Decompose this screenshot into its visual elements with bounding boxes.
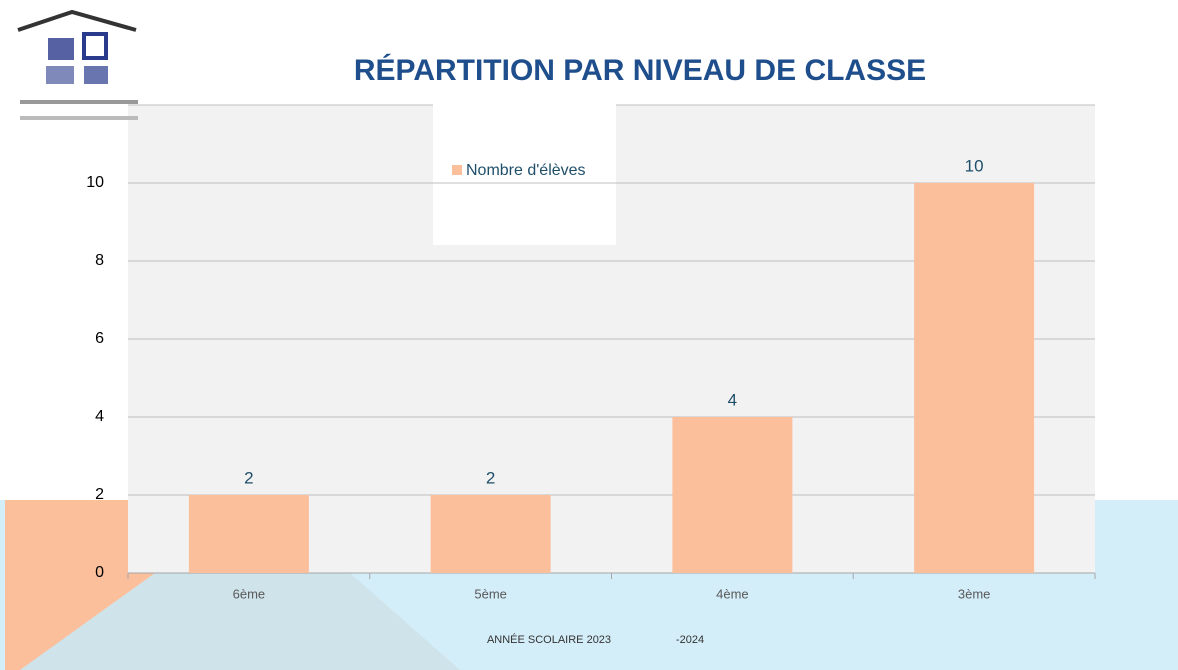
value-label: 2: [244, 468, 253, 487]
y-tick-label: 2: [95, 486, 104, 503]
x-tick-label: 4ème: [716, 586, 749, 601]
y-tick-label: 6: [95, 330, 104, 347]
bar: [430, 495, 551, 573]
footer: -2024: [676, 634, 704, 646]
y-tick-label: 10: [86, 174, 104, 191]
logo: [17, 9, 138, 120]
x-tick-label: 5ème: [474, 586, 507, 601]
value-label: 2: [486, 468, 495, 487]
y-tick-label: 8: [95, 252, 104, 269]
decor-shape: [5, 500, 155, 670]
bar: [188, 495, 309, 573]
chart-title: RÉPARTITION PAR NIVEAU DE CLASSE: [354, 53, 926, 87]
x-tick-label: 6ème: [233, 586, 266, 601]
x-tick-label: 3ème: [958, 586, 991, 601]
decor-shape: [20, 573, 460, 670]
legend: [433, 100, 616, 245]
bar: [914, 183, 1035, 573]
bar: [672, 417, 793, 573]
value-label: 4: [728, 390, 737, 409]
footer: ANNÉE SCOLAIRE 2023: [487, 633, 611, 646]
legend-swatch: [452, 165, 462, 175]
y-tick-label: 0: [95, 564, 104, 581]
legend-label: Nombre d'élèves: [466, 162, 586, 179]
y-tick-label: 4: [95, 408, 104, 425]
value-label: 10: [965, 156, 984, 175]
